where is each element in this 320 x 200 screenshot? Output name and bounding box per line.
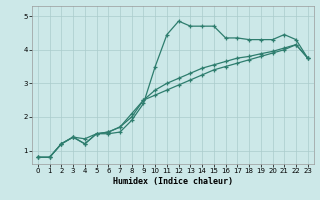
X-axis label: Humidex (Indice chaleur): Humidex (Indice chaleur) [113, 177, 233, 186]
